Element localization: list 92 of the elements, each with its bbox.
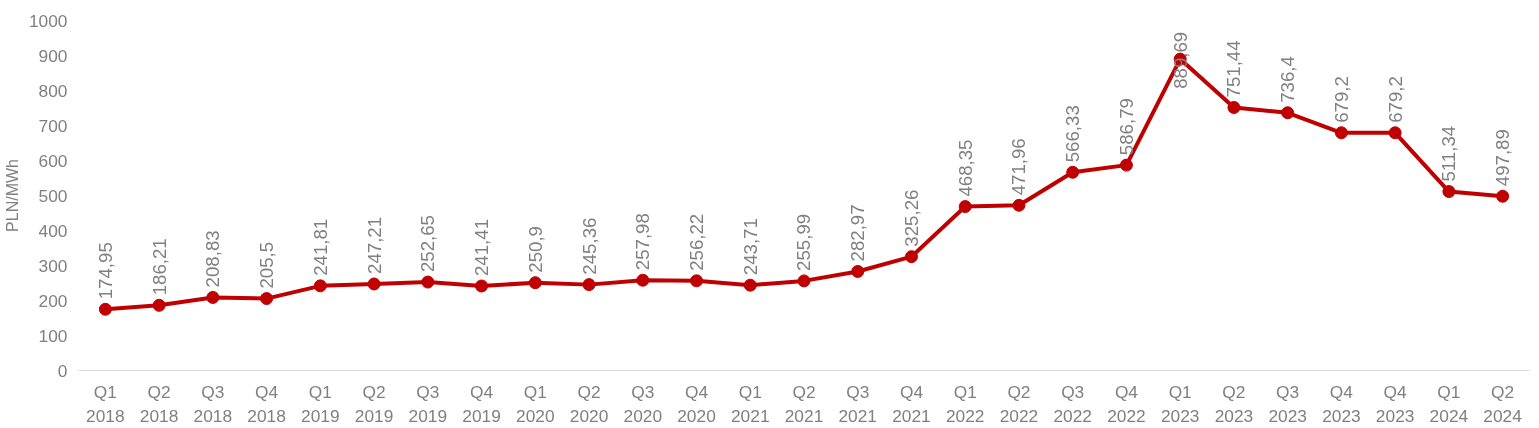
data-label: 256,22 — [686, 213, 708, 271]
y-tick-label: 700 — [38, 115, 68, 136]
data-label: 751,44 — [1223, 40, 1245, 98]
data-label: 679,2 — [1330, 76, 1352, 123]
y-tick-label: 800 — [38, 80, 68, 101]
x-tick-label: Q2 2022 — [999, 381, 1039, 426]
x-tick-label: Q1 2024 — [1429, 381, 1469, 426]
data-label: 679,2 — [1384, 76, 1406, 123]
x-tick-label: Q4 2023 — [1375, 381, 1415, 426]
data-label: 282,97 — [847, 204, 869, 262]
x-tick-label: Q1 2018 — [86, 381, 125, 426]
data-label: 250,9 — [524, 226, 546, 273]
point — [1334, 126, 1348, 140]
point — [1442, 185, 1456, 199]
data-label: 511,34 — [1438, 125, 1460, 182]
point — [851, 264, 865, 278]
data-label: 241,81 — [309, 218, 331, 276]
data-label: 889,69 — [1169, 31, 1191, 89]
x-tick-label: Q2 2020 — [569, 381, 609, 426]
y-tick-label: 500 — [38, 185, 68, 206]
y-tick-label: 200 — [38, 290, 68, 311]
data-label: 471,96 — [1008, 138, 1030, 196]
point — [152, 298, 166, 312]
y-tick-label: 600 — [38, 150, 68, 171]
y-tick-label: 300 — [38, 255, 68, 276]
point — [1066, 165, 1080, 179]
data-label: 586,79 — [1115, 98, 1137, 156]
point — [367, 277, 381, 291]
x-tick-label: Q4 2018 — [247, 381, 286, 426]
x-tick-label: Q3 2019 — [408, 381, 448, 426]
point — [1496, 189, 1510, 203]
data-label: 205,5 — [256, 241, 278, 289]
y-tick-label: 1000 — [28, 10, 68, 31]
x-tick-label: Q1 2022 — [945, 381, 985, 426]
point — [797, 274, 811, 288]
point — [743, 278, 757, 292]
y-tick-label: 900 — [38, 45, 68, 66]
x-tick-label: Q2 2018 — [139, 381, 179, 426]
data-label: 186,21 — [148, 238, 170, 296]
x-tick-label: Q3 2020 — [623, 381, 663, 426]
data-label: 736,4 — [1277, 56, 1299, 103]
point — [206, 290, 220, 304]
y-axis-title: PLN/MWh — [3, 159, 21, 232]
data-label: 468,35 — [954, 139, 976, 197]
x-tick-label: Q4 2022 — [1107, 381, 1146, 426]
data-label: 243,71 — [739, 218, 761, 276]
point — [1119, 158, 1133, 172]
data-label: 257,98 — [632, 213, 654, 271]
point — [636, 273, 650, 287]
y-tick-label: 100 — [38, 325, 68, 346]
x-tick-label: Q3 2018 — [193, 381, 233, 426]
x-tick-label: Q2 2024 — [1483, 381, 1523, 426]
y-tick-label: 400 — [38, 220, 68, 241]
point — [1281, 106, 1295, 120]
point — [528, 276, 542, 290]
point — [1227, 101, 1241, 114]
x-tick-label: Q3 2022 — [1053, 381, 1092, 426]
x-tick-label: Q3 2021 — [838, 381, 878, 426]
data-label: 566,33 — [1062, 105, 1084, 163]
x-tick-label: Q2 2019 — [354, 381, 394, 426]
x-tick-label: Q4 2020 — [677, 381, 716, 426]
point — [475, 279, 489, 293]
x-tick-label: Q3 2023 — [1268, 381, 1307, 426]
x-tick-label: Q1 2023 — [1160, 381, 1200, 426]
data-label: 252,65 — [417, 215, 439, 273]
data-label: 497,89 — [1492, 129, 1514, 187]
point — [313, 279, 327, 293]
x-tick-label: Q4 2023 — [1322, 381, 1361, 426]
point — [690, 274, 704, 288]
x-tick-label: Q1 2019 — [301, 381, 340, 426]
point — [260, 292, 274, 306]
x-tick-label: Q4 2019 — [462, 381, 501, 426]
x-tick-label: Q2 2023 — [1214, 381, 1254, 426]
point — [421, 275, 435, 289]
x-tick-label: Q2 2021 — [784, 381, 824, 426]
data-label: 325,26 — [900, 189, 922, 247]
x-tick-label: Q4 2021 — [892, 381, 931, 426]
point — [1012, 198, 1026, 212]
y-tick-label: 0 — [57, 360, 68, 381]
data-label: 208,83 — [202, 230, 224, 288]
data-label: 255,99 — [793, 213, 815, 271]
point — [98, 302, 112, 316]
x-tick-label: Q1 2020 — [516, 381, 555, 426]
x-tick-label: Q1 2021 — [730, 381, 770, 426]
point — [1388, 126, 1402, 140]
point — [958, 200, 972, 214]
point — [582, 278, 596, 292]
data-label: 245,36 — [578, 217, 600, 275]
data-label: 174,95 — [94, 242, 116, 300]
point — [904, 250, 918, 264]
data-label: 247,21 — [363, 216, 385, 274]
data-label: 241,41 — [471, 218, 493, 277]
